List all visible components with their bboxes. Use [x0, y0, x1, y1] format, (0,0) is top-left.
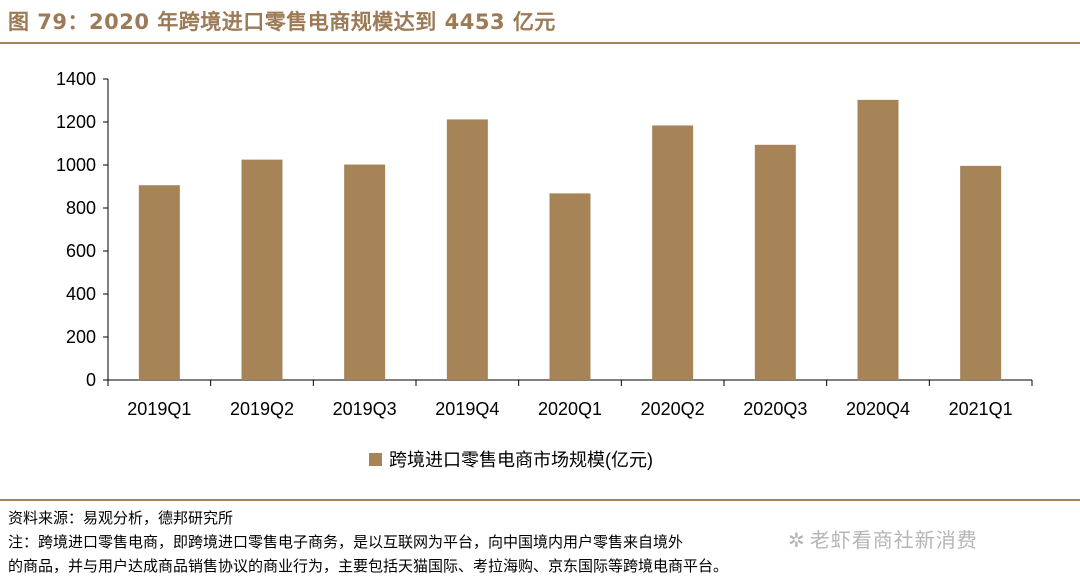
- y-tick-label: 1200: [56, 112, 96, 132]
- bar: [857, 99, 899, 380]
- bar: [446, 119, 488, 381]
- x-tick-label: 2019Q4: [435, 399, 499, 419]
- y-tick-label: 600: [66, 241, 96, 261]
- bar: [241, 159, 283, 380]
- y-tick-label: 1400: [56, 69, 96, 89]
- bar: [138, 185, 180, 380]
- bar: [960, 165, 1002, 380]
- y-tick-label: 400: [66, 284, 96, 304]
- x-tick-label: 2021Q1: [949, 399, 1013, 419]
- legend-label: 跨境进口零售电商市场规模(亿元): [389, 450, 653, 470]
- figure-title: 图 79：2020 年跨境进口零售电商规模达到 4453 亿元: [8, 10, 556, 34]
- bar-series: [138, 99, 1002, 381]
- bar: [549, 193, 591, 380]
- x-axis: 2019Q1 2019Q2 2019Q3 2019Q4 2020Q1 2020Q2 2020…: [107, 379, 1033, 419]
- bar: [344, 164, 386, 380]
- y-tick-label: 1000: [56, 155, 96, 175]
- x-tick-label: 2019Q1: [127, 399, 191, 419]
- y-tick-label: 0: [86, 370, 96, 390]
- notes-divider: [0, 499, 1080, 501]
- y-tick-label: 800: [66, 198, 96, 218]
- y-axis: 0 200 400 600 800 1000 1200 1400: [56, 69, 109, 390]
- source-text: 资料来源：易观分析，德邦研究所: [8, 509, 234, 527]
- bar: [652, 125, 694, 380]
- x-tick-label: 2020Q2: [641, 399, 705, 419]
- x-tick-label: 2019Q2: [230, 399, 294, 419]
- x-tick-label: 2020Q1: [538, 399, 602, 419]
- x-tick-label: 2020Q4: [846, 399, 910, 419]
- y-tick-label: 200: [66, 327, 96, 347]
- x-tick-label: 2019Q3: [333, 399, 397, 419]
- figure-notes: 资料来源：易观分析，德邦研究所 注：跨境进口零售电商，即跨境进口零售电子商务，是…: [8, 506, 1076, 578]
- bar: [754, 144, 796, 380]
- note-line-1: 注：跨境进口零售电商，即跨境进口零售电子商务，是以互联网为平台，向中国境内用户零…: [8, 533, 684, 551]
- watermark-text: 老虾看商社新消费: [809, 528, 978, 552]
- legend-swatch: [369, 453, 382, 466]
- x-tick-label: 2020Q3: [743, 399, 807, 419]
- legend: 跨境进口零售电商市场规模(亿元): [369, 450, 653, 470]
- note-line-2: 的商品，并与用户达成商品销售协议的商业行为，主要包括天猫国际、考拉海购、京东国际…: [8, 557, 729, 575]
- title-divider: [0, 42, 1080, 44]
- wechat-icon: ✲: [788, 528, 806, 552]
- watermark: ✲ 老虾看商社新消费: [788, 524, 978, 553]
